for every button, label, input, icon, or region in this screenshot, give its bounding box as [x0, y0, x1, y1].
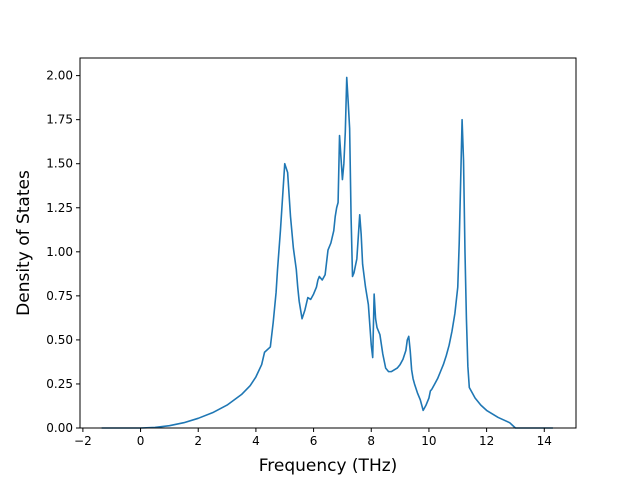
- y-tick-label: 1.00: [46, 245, 73, 259]
- dos-series-line: [101, 76, 553, 429]
- y-tick-label: 1.75: [46, 113, 73, 127]
- x-axis-ticks: −2 0 2 4 6 8 10 12 14: [74, 428, 552, 448]
- x-axis-label: Frequency (THz): [259, 456, 398, 476]
- x-tick-label: −2: [74, 434, 92, 448]
- y-tick-label: 0.25: [46, 377, 73, 391]
- y-tick-label: 2.00: [46, 69, 73, 83]
- y-tick-label: 1.50: [46, 157, 73, 171]
- x-tick-label: 6: [310, 434, 318, 448]
- y-tick-label: 0.00: [46, 421, 73, 435]
- y-axis-label: Density of States: [14, 170, 34, 316]
- x-tick-label: 12: [479, 434, 494, 448]
- x-tick-label: 14: [537, 434, 552, 448]
- y-tick-label: 0.50: [46, 333, 73, 347]
- series-layer: [101, 76, 553, 429]
- plot-area: [80, 58, 576, 428]
- x-tick-label: 8: [367, 434, 375, 448]
- x-tick-label: 4: [252, 434, 260, 448]
- x-tick-label: 2: [194, 434, 202, 448]
- x-tick-label: 10: [421, 434, 436, 448]
- x-tick-label: 0: [137, 434, 145, 448]
- y-tick-label: 1.25: [46, 201, 73, 215]
- y-tick-label: 0.75: [46, 289, 73, 303]
- y-axis-ticks: 0.00 0.25 0.50 0.75 1.00 1.25 1.50 1.75 2.00: [46, 69, 80, 435]
- plot-frame: [79, 57, 577, 429]
